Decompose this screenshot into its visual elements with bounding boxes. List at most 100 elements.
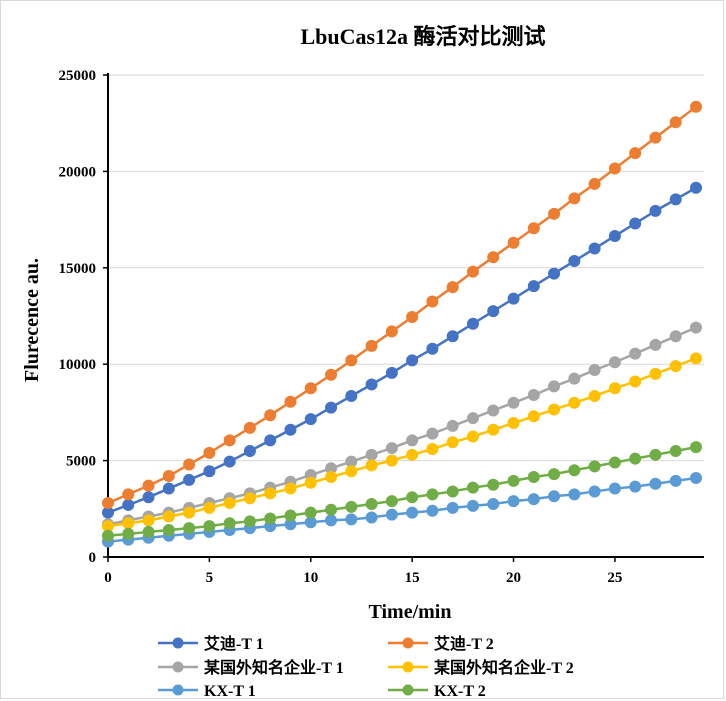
data-point bbox=[568, 255, 581, 268]
data-point bbox=[385, 508, 398, 521]
data-point bbox=[629, 347, 642, 360]
y-tick-label: 20000 bbox=[59, 164, 97, 180]
data-point bbox=[588, 242, 601, 255]
data-point bbox=[304, 382, 317, 395]
data-point bbox=[365, 339, 378, 352]
data-point bbox=[629, 375, 642, 388]
data-point bbox=[223, 497, 236, 510]
data-point bbox=[203, 446, 216, 459]
data-point bbox=[487, 305, 500, 318]
series-2 bbox=[102, 100, 702, 510]
data-point bbox=[487, 478, 500, 491]
data-point bbox=[304, 506, 317, 519]
legend-marker bbox=[402, 661, 414, 673]
data-point bbox=[385, 454, 398, 467]
data-point bbox=[548, 207, 561, 220]
data-point bbox=[243, 444, 256, 457]
data-point bbox=[507, 495, 520, 508]
data-point bbox=[507, 396, 520, 409]
series-1 bbox=[102, 181, 702, 519]
chart-title: LbuCas12a 酶活对比测试 bbox=[300, 24, 545, 49]
data-point bbox=[162, 524, 175, 537]
data-point bbox=[304, 413, 317, 426]
data-point bbox=[466, 317, 479, 330]
data-point bbox=[142, 514, 155, 527]
data-point bbox=[548, 468, 561, 481]
series-line bbox=[107, 326, 697, 526]
grid-lines bbox=[108, 74, 704, 462]
data-point bbox=[264, 434, 277, 447]
data-point bbox=[466, 430, 479, 443]
data-point bbox=[142, 525, 155, 538]
data-point bbox=[466, 412, 479, 425]
legend-item: KX-T 1 bbox=[158, 683, 256, 700]
data-point bbox=[264, 512, 277, 525]
data-point bbox=[690, 471, 702, 484]
data-point bbox=[183, 506, 196, 519]
data-point bbox=[446, 485, 459, 498]
data-point bbox=[649, 477, 662, 490]
data-point bbox=[507, 292, 520, 305]
data-point bbox=[365, 497, 378, 510]
data-point bbox=[426, 504, 439, 517]
data-point bbox=[669, 116, 682, 129]
data-point bbox=[669, 330, 682, 343]
data-point bbox=[548, 490, 561, 503]
series-4 bbox=[102, 352, 702, 533]
data-point bbox=[183, 522, 196, 535]
data-point bbox=[548, 380, 561, 393]
data-point bbox=[365, 378, 378, 391]
legend-label: KX-T 1 bbox=[204, 683, 256, 700]
data-point bbox=[243, 515, 256, 528]
data-point bbox=[527, 280, 540, 293]
data-point bbox=[426, 427, 439, 440]
data-point bbox=[406, 434, 419, 447]
data-point bbox=[629, 452, 642, 465]
data-point bbox=[426, 342, 439, 355]
data-point bbox=[385, 442, 398, 455]
legend-item: KX-T 2 bbox=[388, 683, 486, 700]
data-point bbox=[548, 267, 561, 280]
legend-marker bbox=[172, 661, 184, 673]
data-point bbox=[669, 474, 682, 487]
data-point bbox=[142, 479, 155, 492]
data-point bbox=[649, 131, 662, 144]
data-point bbox=[162, 470, 175, 483]
data-point bbox=[385, 366, 398, 379]
data-point bbox=[385, 495, 398, 508]
legend-marker bbox=[172, 684, 184, 696]
data-point bbox=[284, 482, 297, 495]
data-point bbox=[507, 417, 520, 430]
data-point bbox=[588, 363, 601, 376]
legend-label: 某国外知名企业-T 1 bbox=[203, 658, 344, 677]
x-tick-label: 10 bbox=[303, 570, 318, 586]
data-point bbox=[406, 354, 419, 367]
data-point bbox=[264, 409, 277, 422]
series-6 bbox=[102, 441, 702, 542]
data-point bbox=[406, 491, 419, 504]
data-point bbox=[690, 100, 702, 113]
x-axis-label: Time/min bbox=[369, 601, 452, 623]
data-point bbox=[406, 506, 419, 519]
data-point bbox=[365, 511, 378, 524]
y-tick-label: 5000 bbox=[66, 454, 96, 470]
legend-item: 某国外知名企业-T 2 bbox=[388, 658, 574, 677]
data-point bbox=[162, 510, 175, 523]
data-point bbox=[466, 265, 479, 278]
data-point bbox=[446, 436, 459, 449]
data-point bbox=[588, 177, 601, 190]
data-point bbox=[223, 455, 236, 468]
legend-label: 某国外知名企业-T 2 bbox=[433, 658, 574, 677]
data-point bbox=[243, 492, 256, 505]
data-point bbox=[629, 480, 642, 493]
data-point bbox=[629, 217, 642, 230]
data-point bbox=[669, 360, 682, 373]
series-group bbox=[102, 100, 702, 548]
data-point bbox=[588, 460, 601, 473]
legend-label: 艾迪-T 2 bbox=[434, 634, 494, 653]
legend-label: 艾迪-T 1 bbox=[204, 634, 264, 653]
data-point bbox=[183, 458, 196, 471]
legend-marker bbox=[402, 637, 414, 649]
data-point bbox=[264, 487, 277, 500]
